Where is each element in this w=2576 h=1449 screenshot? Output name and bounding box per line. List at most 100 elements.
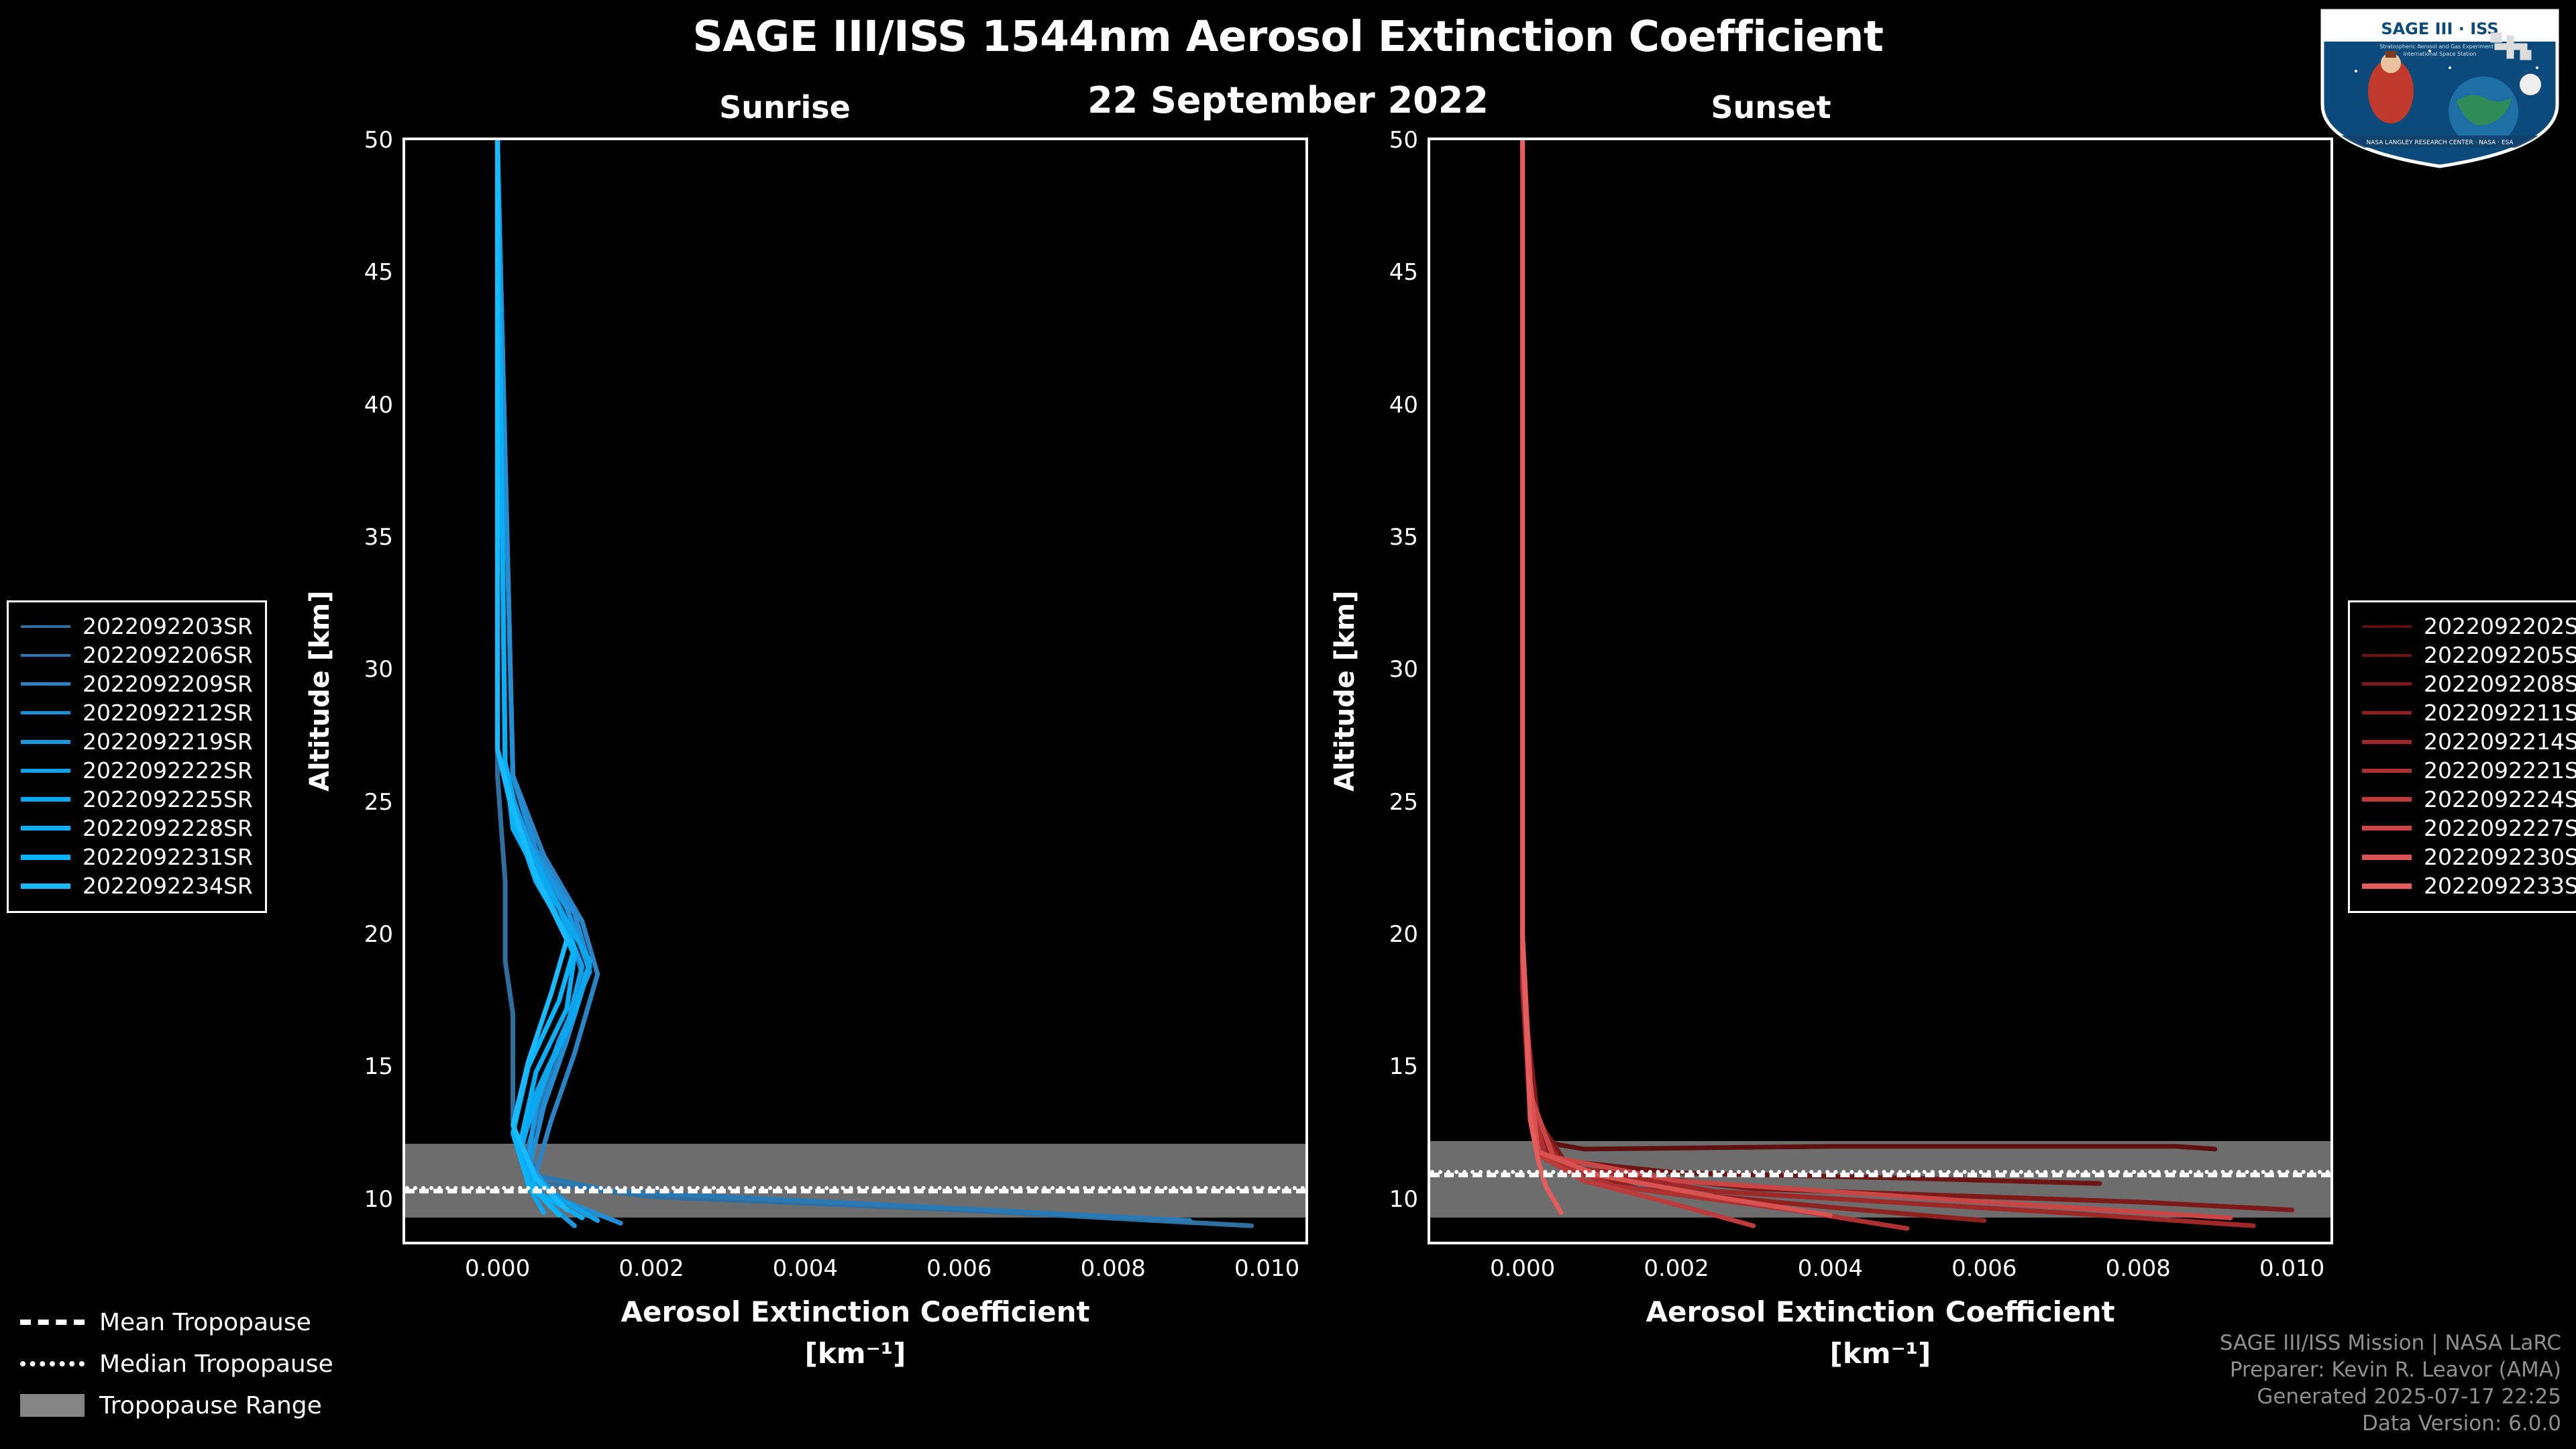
svg-text:NASA LANGLEY RESEARCH CENTER ·: NASA LANGLEY RESEARCH CENTER · NASA · ES… bbox=[2366, 140, 2514, 146]
legend-item-label: 2022092231SR bbox=[83, 844, 253, 870]
tropopause-line-swatch bbox=[20, 1320, 85, 1325]
x-axis-tick: 0.010 bbox=[1234, 1255, 1300, 1282]
series-line bbox=[1520, 140, 2295, 1213]
y-axis-tick: 20 bbox=[1389, 921, 1418, 949]
legend-color-swatch bbox=[21, 625, 70, 628]
mean-tropopause-line bbox=[1430, 1173, 2330, 1178]
legend-item[interactable]: 2022092233SS bbox=[2362, 871, 2576, 900]
credit-line: Preparer: Kevin R. Leavor (AMA) bbox=[2229, 1358, 2561, 1382]
y-axis-tick: 50 bbox=[364, 127, 393, 154]
legend-item-label: 2022092234SR bbox=[83, 873, 253, 899]
y-axis-label: Altitude [km] bbox=[305, 590, 335, 792]
legend-item[interactable]: 2022092209SR bbox=[21, 669, 253, 698]
legend-item-label: 2022092219SR bbox=[83, 729, 253, 755]
legend-item[interactable]: 2022092231SR bbox=[21, 843, 253, 871]
legend-item[interactable]: 2022092214SS bbox=[2362, 727, 2576, 756]
legend-item-label: 2022092228SR bbox=[83, 815, 253, 841]
legend-item[interactable]: 2022092228SR bbox=[21, 814, 253, 843]
x-axis-tick: 0.004 bbox=[1797, 1255, 1864, 1282]
legend-item-label: 2022092224SS bbox=[2424, 786, 2576, 812]
y-axis-tick: 35 bbox=[364, 524, 393, 551]
legend-item-label: 2022092212SR bbox=[83, 700, 253, 726]
x-axis-tick: 0.004 bbox=[772, 1255, 839, 1282]
y-axis-tick: 25 bbox=[1389, 788, 1418, 816]
series-line bbox=[1520, 140, 1987, 1223]
x-axis-tick: 0.002 bbox=[1644, 1255, 1709, 1282]
legend-item-label: 2022092206SR bbox=[83, 642, 253, 668]
legend-item[interactable]: 2022092225SR bbox=[21, 785, 253, 814]
svg-text:SAGE III · ISS: SAGE III · ISS bbox=[2381, 19, 2498, 38]
legend-color-swatch bbox=[2362, 797, 2412, 802]
legend-item[interactable]: 2022092203SR bbox=[21, 612, 253, 641]
svg-text:International Space Station: International Space Station bbox=[2404, 51, 2477, 57]
legend-color-swatch bbox=[21, 883, 70, 889]
legend-item-label: 2022092209SR bbox=[83, 671, 253, 697]
plot-sunrise: 10 15 20 25 30 35 40 45 50 0.000 0.002 0.004 0.006 0.… bbox=[305, 127, 1308, 1370]
median-tropopause-line bbox=[405, 1186, 1305, 1191]
series-line bbox=[495, 140, 1254, 1228]
series-line bbox=[1520, 140, 1756, 1228]
credits: SAGE III/ISS Mission | NASA LaRC Preparer… bbox=[2220, 1330, 2561, 1437]
legend-color-swatch bbox=[2362, 682, 2412, 686]
y-axis-tick: 20 bbox=[364, 921, 393, 949]
tropopause-legend-label: Mean Tropopause bbox=[99, 1308, 311, 1336]
legend-item[interactable]: 2022092230SS bbox=[2362, 843, 2576, 871]
series-line bbox=[495, 140, 570, 1213]
date-title: 22 September 2022 bbox=[1087, 79, 1489, 121]
legend-color-swatch bbox=[21, 682, 70, 686]
legend-color-swatch bbox=[21, 826, 70, 830]
legend-item[interactable]: 2022092208SS bbox=[2362, 669, 2576, 698]
legend-color-swatch bbox=[21, 711, 70, 714]
y-axis-tick: 15 bbox=[1389, 1053, 1418, 1081]
credit-line: Data Version: 6.0.0 bbox=[2361, 1411, 2561, 1436]
x-axis-units-label: [km⁻¹] bbox=[804, 1337, 906, 1370]
legend-item[interactable]: 2022092202SS bbox=[2362, 612, 2576, 641]
x-axis-units-label: [km⁻¹] bbox=[1829, 1337, 1931, 1370]
legend-item[interactable]: 2022092227SS bbox=[2362, 814, 2576, 843]
legend-item[interactable]: 2022092234SR bbox=[21, 871, 253, 900]
series-line bbox=[1520, 140, 2233, 1220]
legend-item-label: 2022092222SR bbox=[83, 757, 253, 784]
legend-item[interactable]: 2022092219SR bbox=[21, 727, 253, 756]
x-axis-label: Aerosol Extinction Coefficient bbox=[621, 1295, 1090, 1328]
x-axis-tick: 0.000 bbox=[1489, 1255, 1556, 1282]
x-axis-tick: 0.000 bbox=[464, 1255, 531, 1282]
x-axis-label: Aerosol Extinction Coefficient bbox=[1646, 1295, 2115, 1328]
legend-item[interactable]: 2022092206SR bbox=[21, 641, 253, 669]
legend-item-label: 2022092202SS bbox=[2424, 613, 2576, 639]
legend-item-label: 2022092230SS bbox=[2424, 844, 2576, 870]
median-tropopause-line bbox=[1430, 1170, 2330, 1175]
plot-sunset: 10 15 20 25 30 35 40 45 50 0.000 0.002 0.004 0.006 0.… bbox=[1330, 127, 2333, 1370]
legend-sunrise: 2022092203SR 2022092206SR 2022092209SR 2022… bbox=[7, 600, 267, 913]
legend-item[interactable]: 2022092205SS bbox=[2362, 641, 2576, 669]
legend-color-swatch bbox=[21, 854, 70, 860]
panel-title-sunset: Sunset bbox=[1711, 89, 1831, 125]
tropopause-legend-item: Tropopause Range bbox=[20, 1385, 333, 1426]
y-axis-tick: 30 bbox=[1389, 656, 1418, 684]
y-axis-tick: 30 bbox=[364, 656, 393, 684]
series-line bbox=[1520, 140, 1910, 1231]
x-axis-tick: 0.010 bbox=[2259, 1255, 2325, 1282]
series-line bbox=[1520, 140, 2102, 1186]
series-line bbox=[495, 140, 623, 1226]
series-layer bbox=[495, 140, 1254, 1228]
legend-tropopause: Mean Tropopause Median Tropopause Tropopau… bbox=[20, 1301, 333, 1426]
legend-color-swatch bbox=[2362, 826, 2412, 830]
series-layer bbox=[1520, 140, 2295, 1231]
y-axis-tick: 45 bbox=[364, 259, 393, 286]
x-axis-tick: 0.006 bbox=[1951, 1255, 2017, 1282]
series-line bbox=[495, 140, 1193, 1223]
legend-item[interactable]: 2022092222SR bbox=[21, 756, 253, 785]
y-axis-tick: 25 bbox=[364, 788, 393, 816]
legend-item[interactable]: 2022092224SS bbox=[2362, 785, 2576, 814]
tropopause-band-swatch bbox=[20, 1394, 85, 1417]
legend-item[interactable]: 2022092211SS bbox=[2362, 698, 2576, 727]
x-axis-tick: 0.006 bbox=[926, 1255, 992, 1282]
series-line bbox=[1520, 140, 1564, 1216]
legend-item[interactable]: 2022092221SS bbox=[2362, 756, 2576, 785]
legend-item-label: 2022092233SS bbox=[2424, 873, 2576, 899]
legend-color-swatch bbox=[2362, 625, 2412, 628]
x-axis-tick: 0.008 bbox=[2105, 1255, 2171, 1282]
legend-color-swatch bbox=[21, 739, 70, 744]
legend-item[interactable]: 2022092212SR bbox=[21, 698, 253, 727]
